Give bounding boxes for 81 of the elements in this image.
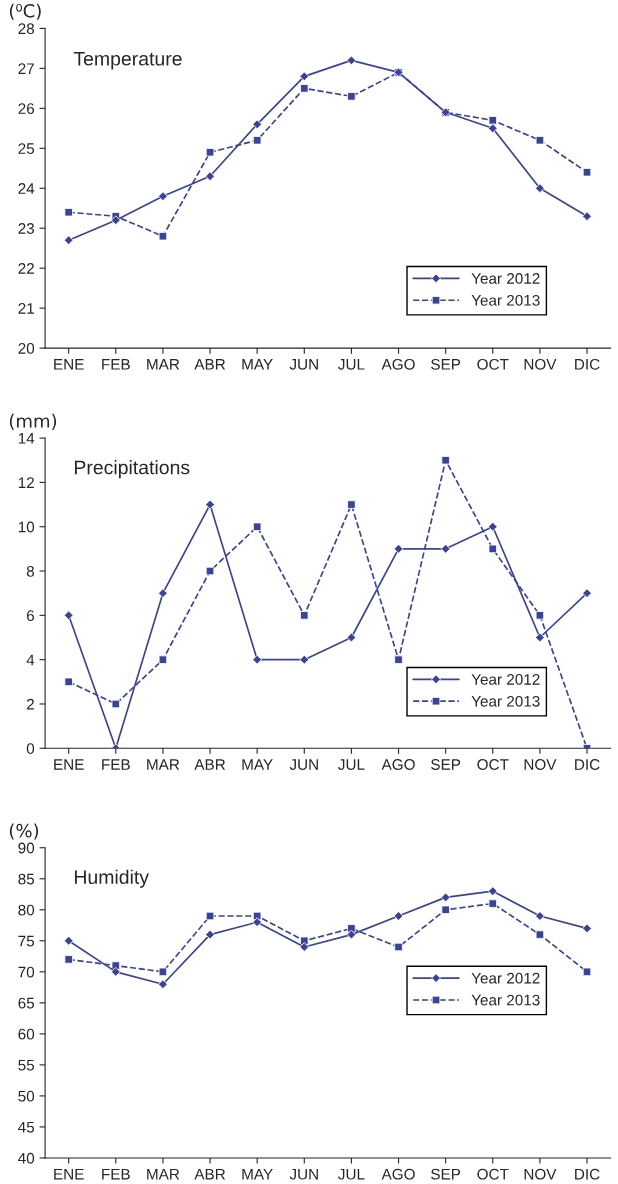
y-tick-label: 21 [18,303,34,314]
point [158,231,168,241]
y-tick-label: 75 [18,935,35,947]
x-tick-label: FEB [102,759,130,770]
x-tick-label: JUN [289,359,318,370]
x-tick-label: DIC [575,358,600,370]
x-tick-label: NOV [524,358,557,370]
y-tick-label: 60 [18,1028,35,1040]
y-tick-label: 85 [18,873,35,885]
legend-label: Year 2013 [471,695,540,707]
x-tick-label: AGO [381,759,415,770]
x-tick-label: ABR [194,359,226,370]
x-tick-label: SEP [431,358,461,370]
y-tick-label: 25 [18,143,35,154]
x-tick-label: AGO [381,358,415,370]
y-tick-label: 26 [18,103,35,115]
y-tick-label: 6 [26,610,35,622]
point [158,967,168,977]
x-tick-label: OCT [477,1168,509,1180]
x-tick-label: MAR [147,1168,180,1180]
y-tick-label: 20 [18,342,35,354]
y-axis-title: (%) [9,823,39,840]
y-tick-label: 4 [26,654,35,666]
point [205,566,215,576]
x-tick-label: DIC [575,1168,600,1180]
x-tick-label: DIC [575,759,600,770]
x-tick-label: ENE [54,1168,84,1180]
y-tick-label: 70 [18,966,35,978]
x-tick-label: JUL [338,1168,365,1180]
y-tick-label: 10 [18,521,35,533]
text: Temperature [73,52,182,70]
y-tick-label: 2 [26,698,34,710]
x-tick-label: JUL [338,359,365,370]
point [488,544,498,554]
x-tick-label: OCT [477,759,509,770]
x-tick-label: ENE [54,759,84,770]
x-tick-label: JUL [338,759,365,770]
y-tick-label: 0 [26,743,35,754]
y-axis-title: (mm) [9,413,57,430]
x-tick-label: SEP [431,1168,461,1180]
legend-label: Year 2013 [471,994,540,1006]
x-tick-label: MAR [147,359,180,370]
text: Humidity [74,869,149,888]
x-tick-label: OCT [477,358,509,370]
y-tick-label: 45 [18,1121,35,1133]
x-tick-label: SEP [431,759,461,770]
y-tick-label: 28 [18,23,35,35]
text: Precipitations [74,460,190,479]
x-tick-label: FEB [102,359,130,370]
x-tick-label: ENE [54,359,84,370]
x-tick-label: JUN [289,759,318,770]
legend-label: Year 2012 [471,674,540,685]
y-tick-label: 14 [18,433,35,444]
x-tick-label: NOV [524,1168,557,1180]
x-tick-label: JUN [289,1168,318,1180]
y-tick-label: 23 [18,223,35,234]
x-tick-label: ABR [194,1168,226,1180]
y-tick-label: 40 [18,1152,35,1164]
y-tick-label: 22 [18,263,34,274]
x-tick-label: MAR [147,759,180,770]
x-tick-label: ABR [194,759,226,770]
y-tick-label: 12 [18,477,34,488]
y-axis-title: (⁰C) [9,3,41,20]
point [205,911,215,921]
y-tick-label: 80 [18,904,35,916]
x-tick-label: MAY [242,359,273,370]
y-tick-label: 90 [18,842,35,854]
x-tick-label: NOV [524,759,557,770]
x-tick-label: MAY [242,1168,273,1180]
y-tick-label: 65 [18,997,35,1009]
legend-label: Year 2012 [471,273,540,284]
legend-label: Year 2013 [471,294,540,306]
legend-label: Year 2012 [471,972,540,984]
x-tick-label: MAY [242,759,273,770]
y-tick-label: 55 [18,1059,35,1071]
x-tick-label: FEB [102,1168,130,1180]
y-tick-label: 50 [18,1090,35,1102]
y-tick-label: 8 [26,565,35,577]
y-tick-label: 27 [18,63,34,74]
x-tick-label: AGO [381,1168,415,1180]
y-tick-label: 24 [18,183,35,194]
